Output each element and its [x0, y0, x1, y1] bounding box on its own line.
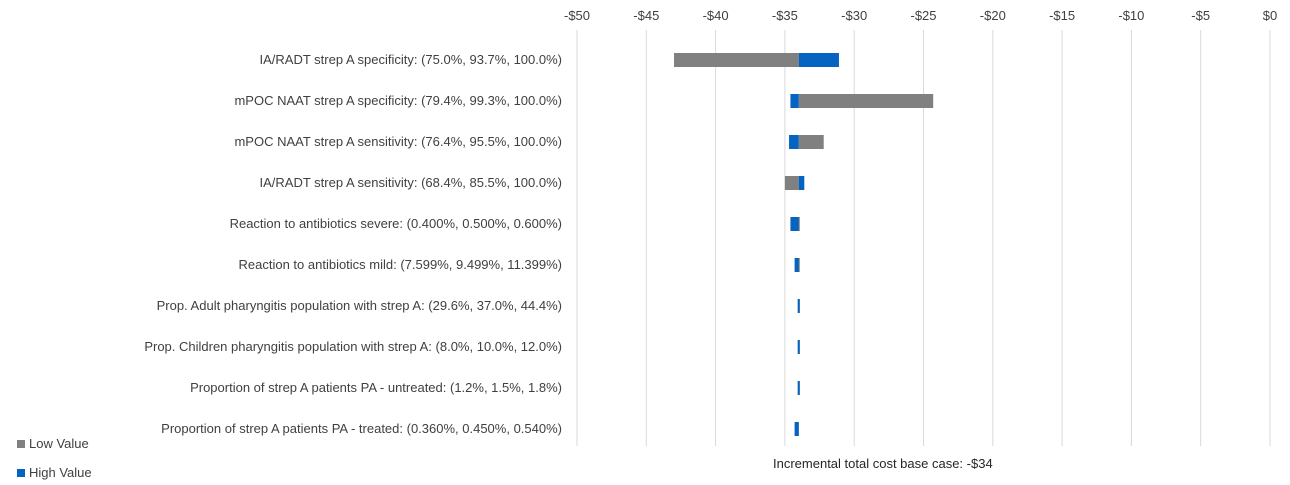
legend-high-value-label: High Value	[29, 465, 92, 480]
category-label: Prop. Adult pharyngitis population with …	[157, 298, 562, 313]
high-value-bar	[794, 422, 799, 436]
high-value-bar	[797, 299, 800, 313]
legend-low-value-label: Low Value	[29, 436, 89, 451]
low-value-bar	[798, 135, 824, 149]
high-value-bar	[790, 217, 799, 231]
category-label: Reaction to antibiotics mild: (7.599%, 9…	[239, 257, 563, 272]
high-value-bar	[798, 176, 805, 190]
x-tick-label: -$40	[703, 8, 729, 23]
legend-high-value: High Value	[17, 465, 92, 480]
x-tick-label: -$15	[1049, 8, 1075, 23]
category-label: mPOC NAAT strep A sensitivity: (76.4%, 9…	[234, 134, 562, 149]
base-case-caption: Incremental total cost base case: -$34	[773, 456, 993, 471]
x-tick-label: -$45	[633, 8, 659, 23]
high-value-bar	[794, 258, 799, 272]
x-tick-label: $0	[1263, 8, 1277, 23]
x-tick-label: -$50	[564, 8, 590, 23]
category-label: Proportion of strep A patients PA - untr…	[190, 380, 562, 395]
high-value-bar	[797, 381, 800, 395]
high-value-swatch	[17, 468, 25, 477]
category-label: Reaction to antibiotics severe: (0.400%,…	[230, 216, 562, 231]
high-value-bar	[789, 135, 799, 149]
high-value-bar	[790, 94, 799, 108]
low-value-bar	[674, 53, 799, 67]
legend-low-value: Low Value	[17, 436, 89, 451]
x-tick-label: -$10	[1118, 8, 1144, 23]
category-label: IA/RADT strep A sensitivity: (68.4%, 85.…	[259, 175, 562, 190]
category-label: mPOC NAAT strep A specificity: (79.4%, 9…	[234, 93, 562, 108]
high-value-bar	[798, 53, 839, 67]
category-label: IA/RADT strep A specificity: (75.0%, 93.…	[259, 52, 562, 67]
x-tick-label: -$5	[1191, 8, 1210, 23]
x-tick-label: -$30	[841, 8, 867, 23]
low-value-swatch	[17, 439, 25, 448]
category-label: Proportion of strep A patients PA - trea…	[161, 421, 562, 436]
x-tick-label: -$20	[980, 8, 1006, 23]
low-value-bar	[797, 217, 800, 231]
gridlines	[576, 30, 1271, 446]
high-value-bar	[797, 340, 800, 354]
bars	[674, 53, 934, 436]
low-value-bar	[798, 94, 934, 108]
low-value-bar	[784, 176, 799, 190]
x-tick-label: -$25	[910, 8, 936, 23]
category-labels: IA/RADT strep A specificity: (75.0%, 93.…	[144, 52, 562, 436]
x-axis-tick-labels: -$50 -$45 -$40 -$35 -$30 -$25 -$20 -$15 -$10 -$5 $…	[564, 8, 1277, 23]
x-tick-label: -$35	[772, 8, 798, 23]
category-label: Prop. Children pharyngitis population wi…	[144, 339, 562, 354]
